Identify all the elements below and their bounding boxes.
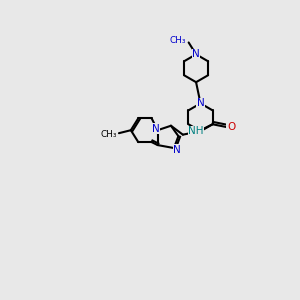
Text: N: N [173,145,181,154]
Text: CH₃: CH₃ [170,37,186,46]
Text: N: N [192,50,200,59]
Text: O: O [227,122,235,132]
Text: N: N [152,124,160,134]
Text: CH₃: CH₃ [100,130,117,139]
Text: N: N [197,98,204,108]
Text: NH: NH [188,126,204,136]
